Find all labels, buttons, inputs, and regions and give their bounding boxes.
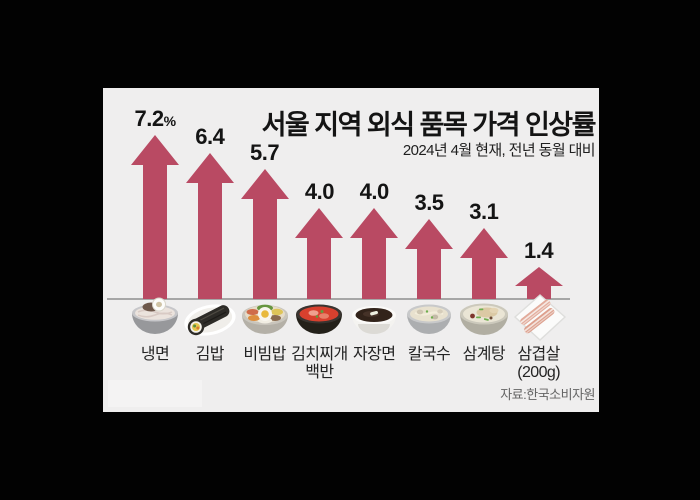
category-label-line: 냉면 [140, 346, 170, 363]
bibimbap-graphic [241, 304, 288, 334]
infographic-panel: 서울 지역 외식 품목 가격 인상률 2024년 4월 현재, 전년 동월 대비… [103, 88, 599, 412]
increase-arrow [185, 153, 234, 299]
category-label-line: 비빔밥 [243, 346, 286, 363]
category-label-line: 삼겹살 [517, 346, 560, 363]
increase-arrow [405, 219, 453, 299]
page-title: 서울 지역 외식 품목 가격 인상률 [261, 110, 597, 140]
chart-column: 4.0 자장면 [347, 88, 401, 412]
increase-arrow [295, 208, 344, 299]
value-label: 3.1 [469, 199, 499, 224]
gimbap-graphic [184, 304, 236, 336]
kalguksu-icon [401, 292, 457, 344]
value-label: 6.4 [195, 124, 225, 149]
chart-column: 5.7 비빔밥 [238, 88, 292, 412]
category-label: 냉면 [113, 346, 197, 364]
kimchi-jjigae-icon [291, 292, 347, 344]
gimbap-icon [182, 292, 238, 344]
chart-column: 3.5 칼국수 [402, 88, 456, 412]
watermark-patch [108, 380, 202, 407]
chart-column: 6.4 김밥 [183, 88, 237, 412]
value-label: 4.0 [359, 179, 390, 204]
chart-column: 4.0 김치찌개 백반 [291, 88, 348, 412]
source-credit: 자료:한국소비자원 [500, 387, 595, 402]
category-label: 김치찌개 백반 [277, 346, 361, 383]
kalguksu-graphic [407, 304, 451, 334]
bibimbap-icon [237, 292, 293, 344]
value-label: 7.2% [134, 106, 176, 131]
value-label: 5.7 [250, 140, 280, 165]
category-label: 자장면 [332, 346, 416, 364]
page-subtitle: 2024년 4월 현재, 전년 동월 대비 [402, 142, 596, 159]
increase-arrow [350, 208, 399, 299]
jajangmyeon-graphic [352, 306, 397, 334]
increase-arrow [131, 135, 179, 299]
baseline-axis [107, 298, 570, 300]
category-label: 비빔밥 [223, 346, 307, 364]
category-label-line: 김치찌개 [291, 346, 348, 363]
samgyetang-icon [456, 292, 512, 344]
increase-arrow [240, 169, 289, 299]
category-label-line: (200g) [517, 364, 560, 382]
kimchi-jjigae-graphic [296, 304, 343, 334]
percent-sign: % [163, 113, 176, 129]
naengmyeon-graphic [132, 297, 178, 334]
chart-column: 1.4 삼겹살 (200g) [512, 88, 566, 412]
jajangmyeon-icon [346, 292, 402, 344]
value-label: 3.5 [414, 190, 444, 215]
naengmyeon-icon [127, 292, 183, 344]
category-label-line: 자장면 [353, 346, 396, 363]
samgyeopsal-icon [511, 292, 567, 344]
category-label: 삼겹살 (200g) [497, 346, 581, 383]
category-label-line: 칼국수 [407, 346, 451, 363]
category-label: 칼국수 [387, 346, 471, 364]
category-label-line: 삼계탕 [462, 346, 506, 363]
chart-column: 7.2% 냉면 [128, 88, 182, 412]
increase-arrow [459, 228, 508, 299]
increase-arrow [514, 267, 563, 299]
value-label: 1.4 [524, 238, 554, 263]
category-label: 김밥 [168, 346, 252, 364]
chart-column: 3.1 삼계탕 [457, 88, 511, 412]
samgyeopsal-graphic [513, 294, 566, 341]
value-label: 4.0 [304, 179, 335, 204]
category-label: 삼계탕 [442, 346, 526, 364]
samgyetang-graphic [459, 303, 508, 335]
category-label-line: 백반 [305, 364, 334, 382]
category-label-line: 김밥 [195, 346, 225, 363]
